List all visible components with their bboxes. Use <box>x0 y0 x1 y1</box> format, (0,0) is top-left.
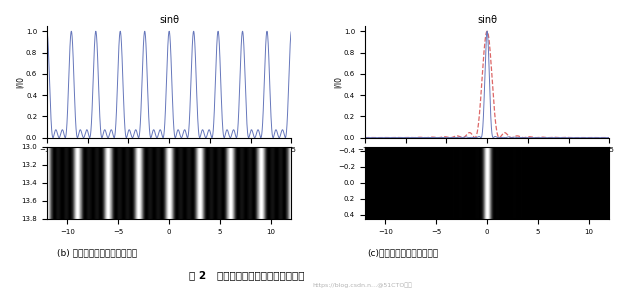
X-axis label: wavelength/d: wavelength/d <box>143 153 195 162</box>
Title: sinθ: sinθ <box>477 15 497 25</box>
Title: sinθ: sinθ <box>159 15 179 25</box>
Text: 图 2   光栅行射光强分布和条纹示意图: 图 2 光栅行射光强分布和条纹示意图 <box>189 270 304 280</box>
X-axis label: wavelength/d: wavelength/d <box>461 153 513 162</box>
Text: https://blog.csdn.n…@51CTO博客: https://blog.csdn.n…@51CTO博客 <box>312 282 412 287</box>
Text: (b) 多光束干涉光强分布和条纹: (b) 多光束干涉光强分布和条纹 <box>57 248 137 257</box>
Y-axis label: I/I0: I/I0 <box>16 76 24 88</box>
Y-axis label: I/I0: I/I0 <box>334 76 342 88</box>
Text: (c)光栅行射光强分布和条纹: (c)光栅行射光强分布和条纹 <box>368 248 439 257</box>
